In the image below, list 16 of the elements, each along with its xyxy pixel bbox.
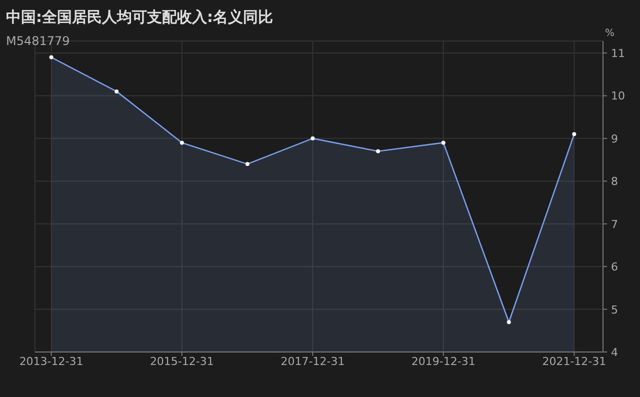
y-tick-label: 4 (611, 346, 618, 359)
y-tick-label: 10 (611, 90, 625, 103)
chart-title: 中国:全国居民人均可支配收入:名义同比 (6, 8, 273, 26)
y-tick-label: 6 (611, 260, 618, 274)
x-tick-label: 2015-12-31 (150, 355, 214, 368)
y-tick-label: 11 (611, 47, 625, 60)
y-axis-title: % (605, 28, 615, 39)
y-tick-label: 7 (611, 218, 618, 231)
y-tick-label: 8 (611, 175, 618, 188)
x-tick-label: 2017-12-31 (280, 355, 345, 368)
chart-subtitle: M5481779 (6, 34, 70, 48)
y-tick-label: 9 (611, 132, 618, 146)
y-tick-label: 5 (611, 303, 618, 316)
x-tick-label: 2021-12-31 (542, 355, 606, 368)
x-tick-label: 2019-12-31 (411, 355, 476, 368)
x-tick-label: 2013-12-31 (19, 355, 84, 368)
